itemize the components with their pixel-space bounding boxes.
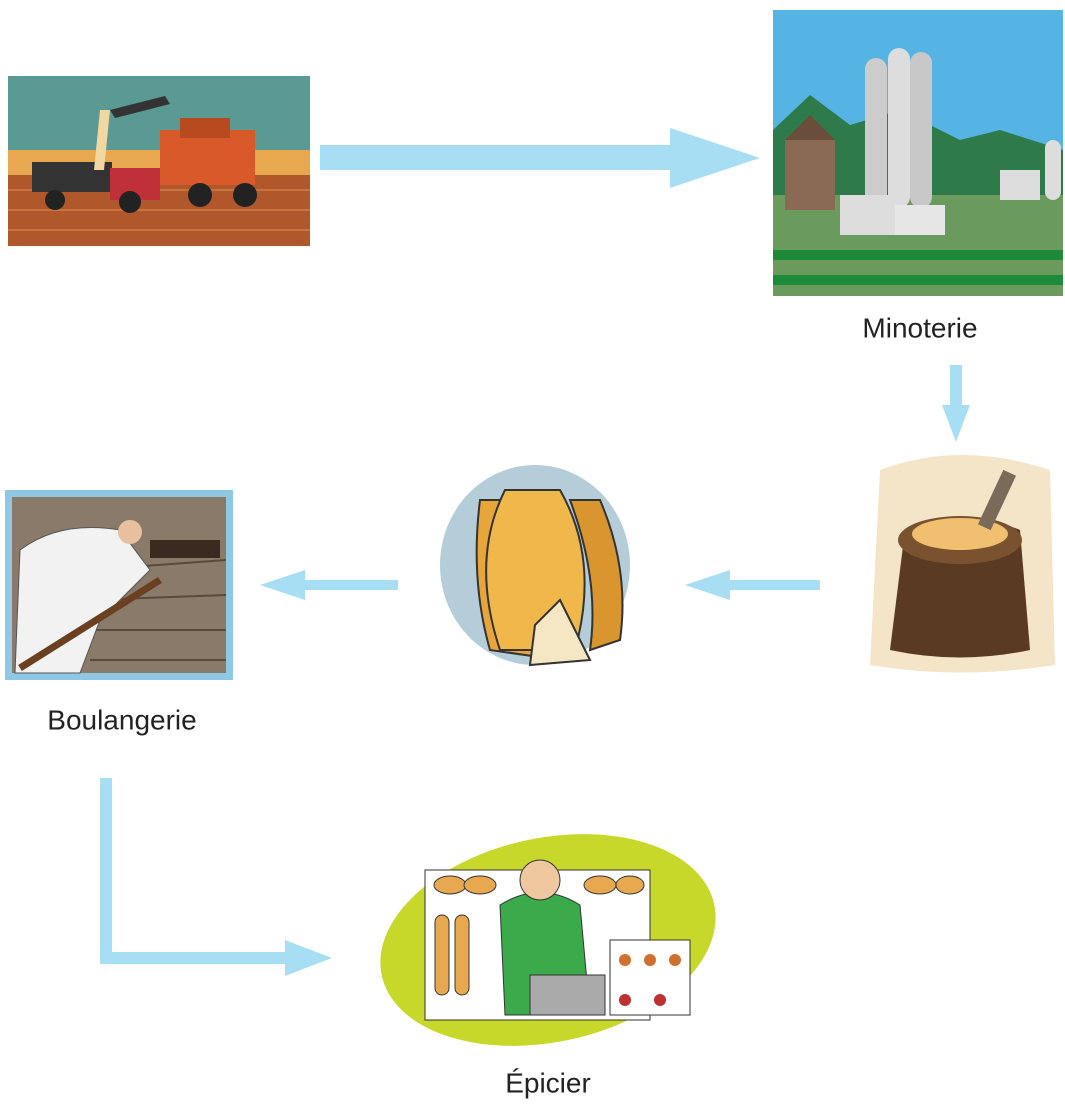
- grocer-image: [361, 805, 736, 1075]
- arrow: [320, 128, 760, 188]
- arrow: [685, 570, 820, 600]
- diagram: Minoterie Boulangerie Épicier: [0, 0, 1065, 1107]
- flour-bags-image: [440, 465, 630, 665]
- harvest-image: [8, 76, 310, 246]
- node-label: Minoterie: [862, 312, 977, 343]
- node-label: Boulangerie: [47, 704, 196, 735]
- arrow: [260, 570, 398, 600]
- mill-image: [773, 10, 1063, 296]
- arrow: [100, 778, 332, 976]
- arrow: [942, 365, 970, 442]
- bakery-image: [5, 490, 233, 680]
- node-label: Épicier: [505, 1067, 591, 1098]
- flour-sack-image: [870, 455, 1055, 673]
